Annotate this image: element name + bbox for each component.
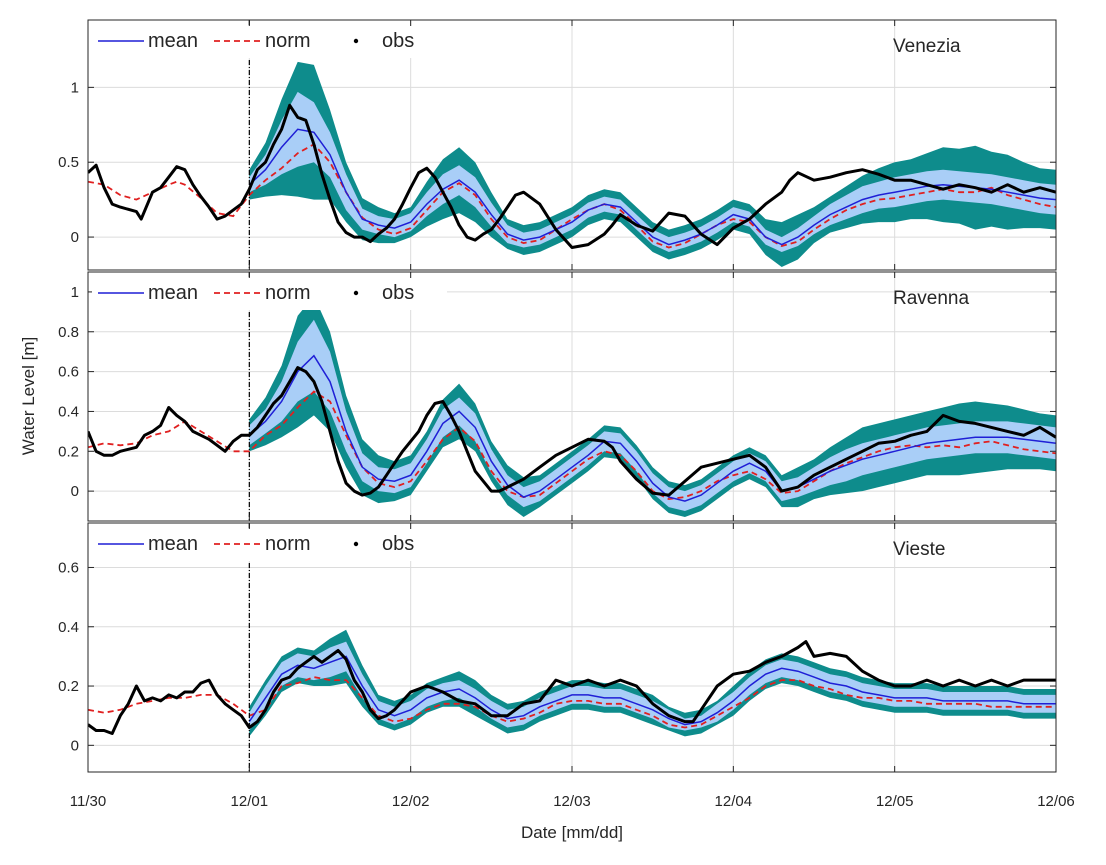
mean-line: [248, 655, 1056, 726]
legend: mean norm obs: [92, 278, 447, 310]
x-tick-label: 12/05: [876, 793, 914, 810]
legend-obs-label: obs: [382, 533, 414, 555]
panel-vieste: 0 0.2 0.4 0.6 Vieste mean norm obs: [58, 522, 1057, 773]
y-tick-label: 0: [71, 737, 79, 754]
norm-line: [88, 143, 1056, 249]
ensemble-inner-band: [249, 91, 1056, 252]
legend: mean norm obs: [92, 26, 447, 58]
mean-line: [248, 128, 1056, 246]
legend-background: [92, 278, 447, 310]
y-tick-label: 0.8: [58, 324, 79, 341]
x-axis-label: Date [mm/dd]: [521, 823, 623, 842]
y-tick-label: 1: [71, 79, 79, 96]
ensemble-inner-band: [249, 641, 1056, 731]
legend-obs-swatch: [353, 541, 359, 547]
obs-line: [88, 640, 1056, 735]
legend-mean-label: mean: [148, 282, 198, 304]
x-tick-label: 11/30: [70, 793, 106, 810]
panel-venezia: 0 0.5 1 Venezia mean norm obs: [58, 19, 1057, 271]
y-tick-label: 1: [71, 284, 79, 301]
x-tick-label: 12/03: [553, 793, 591, 810]
legend-mean-label: mean: [148, 533, 198, 555]
legend-obs-swatch: [353, 290, 359, 296]
ensemble-inner-band: [249, 319, 1056, 511]
legend: mean norm obs: [92, 529, 447, 561]
x-tick-label: 12/06: [1037, 793, 1075, 810]
station-label: Venezia: [893, 36, 961, 57]
norm-line: [88, 390, 1056, 501]
y-tick-label: 0.4: [58, 619, 79, 636]
station-label: Vieste: [893, 539, 945, 560]
series-layer: [88, 61, 1056, 267]
legend-norm-label: norm: [265, 533, 311, 555]
y-tick-label: 0.2: [58, 443, 79, 460]
y-tick-label: 0: [71, 229, 79, 246]
y-tick-label: 0.4: [58, 403, 79, 420]
obs-line: [88, 103, 1056, 249]
legend-obs-swatch: [353, 38, 359, 44]
obs-line: [88, 366, 1056, 497]
legend-norm-label: norm: [265, 30, 311, 52]
station-label: Ravenna: [893, 288, 969, 309]
y-axis-label: Water Level [m]: [19, 337, 38, 455]
legend-mean-label: mean: [148, 30, 198, 52]
x-tick-label: 12/02: [392, 793, 430, 810]
series-layer: [88, 629, 1056, 737]
x-tick-label: 12/01: [231, 793, 269, 810]
norm-line: [88, 676, 1056, 729]
y-tick-label: 0.6: [58, 364, 79, 381]
legend-norm-label: norm: [265, 282, 311, 304]
legend-background: [92, 26, 447, 58]
series-layer: [88, 295, 1056, 517]
panel-ravenna: 0 0.2 0.4 0.6 0.8 1 Ravenna mean norm obs: [58, 271, 1057, 522]
legend-obs-label: obs: [382, 282, 414, 304]
y-tick-label: 0.2: [58, 678, 79, 695]
legend-background: [92, 529, 447, 561]
y-tick-label: 0.5: [58, 154, 79, 171]
x-tick-label: 12/04: [715, 793, 753, 810]
y-tick-label: 0.6: [58, 559, 79, 576]
y-tick-label: 0: [71, 483, 79, 500]
legend-obs-label: obs: [382, 30, 414, 52]
